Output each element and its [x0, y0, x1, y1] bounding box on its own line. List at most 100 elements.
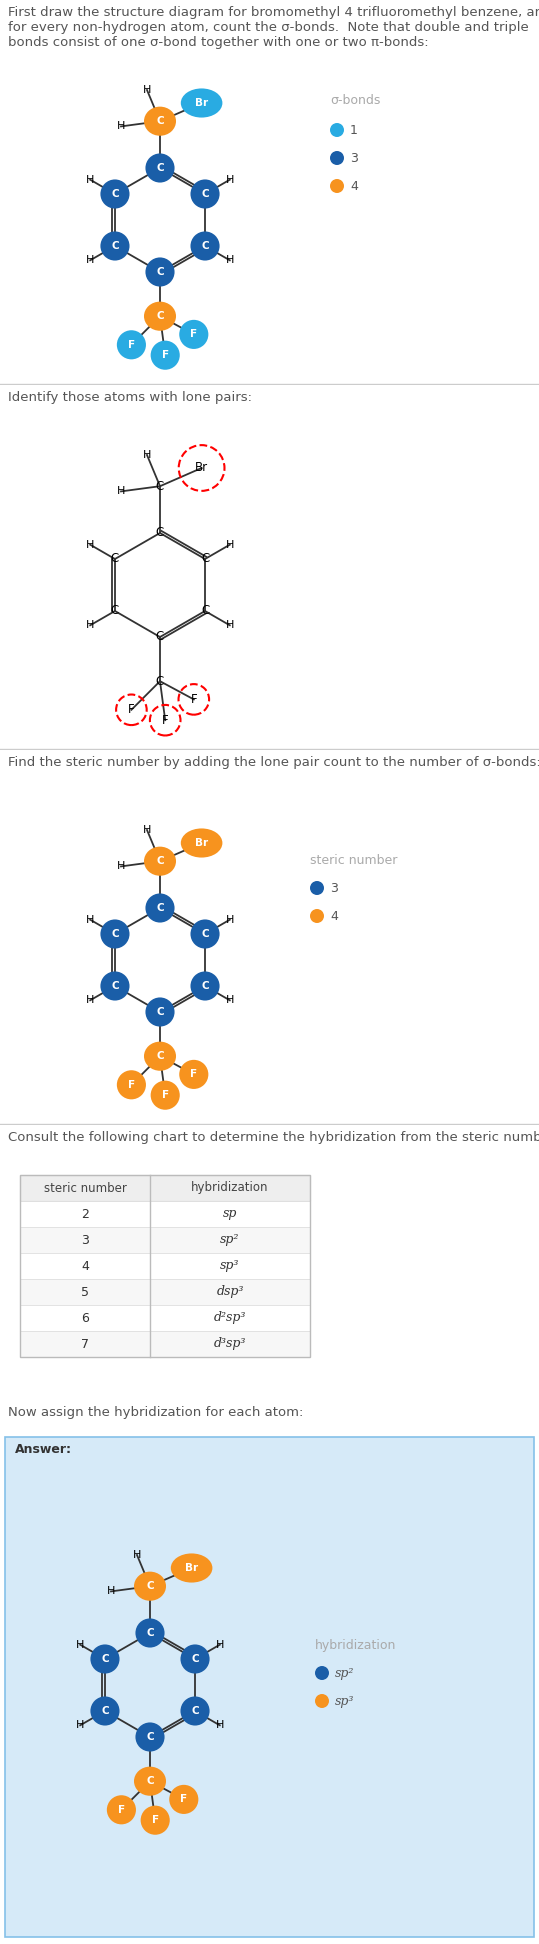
Ellipse shape [141, 1806, 170, 1835]
Ellipse shape [117, 1071, 146, 1100]
Ellipse shape [91, 1645, 120, 1674]
Ellipse shape [134, 1571, 166, 1600]
Text: H: H [107, 1586, 115, 1596]
Text: H: H [86, 620, 94, 630]
Text: C: C [111, 605, 119, 618]
Text: C: C [101, 1654, 109, 1664]
Ellipse shape [190, 920, 219, 949]
Text: 1: 1 [350, 124, 358, 136]
Ellipse shape [144, 301, 176, 330]
Text: C: C [156, 904, 164, 914]
Text: Br: Br [195, 461, 208, 474]
Text: H: H [117, 861, 125, 871]
Text: F: F [118, 1804, 125, 1816]
Ellipse shape [190, 231, 219, 260]
Text: F: F [180, 1794, 188, 1804]
Text: sp³: sp³ [220, 1260, 240, 1273]
Text: C: C [146, 1580, 154, 1592]
Ellipse shape [135, 1619, 164, 1649]
Ellipse shape [171, 1553, 212, 1582]
Ellipse shape [146, 894, 175, 923]
Text: sp: sp [223, 1207, 237, 1221]
Ellipse shape [181, 87, 223, 117]
Circle shape [330, 152, 344, 165]
Text: H: H [143, 449, 151, 461]
Bar [20, 1279, 310, 1304]
Text: H: H [86, 995, 94, 1005]
Text: Answer:: Answer: [15, 1442, 72, 1456]
Ellipse shape [169, 1785, 198, 1814]
Text: Br: Br [195, 97, 208, 109]
Text: H: H [133, 1549, 141, 1559]
Text: C: C [191, 1707, 199, 1717]
Text: H: H [226, 995, 234, 1005]
Text: C: C [111, 982, 119, 991]
Ellipse shape [181, 1697, 210, 1726]
Text: C: C [101, 1707, 109, 1717]
Bar [20, 1304, 310, 1332]
Text: C: C [156, 855, 164, 867]
Text: F: F [162, 1091, 169, 1100]
Text: H: H [226, 916, 234, 925]
Text: sp²: sp² [335, 1666, 354, 1680]
Ellipse shape [150, 1081, 180, 1110]
Text: H: H [226, 175, 234, 185]
Text: steric number: steric number [44, 1182, 127, 1194]
Text: H: H [117, 486, 125, 496]
Ellipse shape [117, 330, 146, 360]
Ellipse shape [146, 997, 175, 1026]
Text: F: F [190, 329, 197, 340]
Text: F: F [128, 1079, 135, 1091]
Text: C: C [156, 630, 164, 643]
Text: C: C [156, 117, 164, 126]
Text: C: C [201, 241, 209, 251]
Text: 5: 5 [81, 1285, 89, 1299]
Text: C: C [156, 266, 164, 276]
Text: C: C [146, 1732, 154, 1742]
Circle shape [330, 179, 344, 192]
Text: σ-bonds: σ-bonds [330, 93, 381, 107]
Text: F: F [162, 713, 169, 727]
Text: C: C [111, 189, 119, 198]
Circle shape [315, 1666, 329, 1680]
Ellipse shape [144, 107, 176, 136]
Ellipse shape [146, 257, 175, 286]
Text: C: C [156, 1007, 164, 1017]
Text: 3: 3 [81, 1234, 89, 1246]
Text: H: H [143, 86, 151, 95]
Ellipse shape [144, 848, 176, 875]
Text: H: H [76, 1720, 85, 1730]
Bar [20, 1174, 310, 1357]
Text: d³sp³: d³sp³ [214, 1337, 246, 1351]
Text: F: F [128, 704, 135, 715]
Circle shape [330, 122, 344, 136]
Text: C: C [156, 311, 164, 321]
Text: 7: 7 [81, 1337, 89, 1351]
Circle shape [310, 881, 324, 894]
Ellipse shape [190, 179, 219, 208]
Text: Consult the following chart to determine the hybridization from the steric numbe: Consult the following chart to determine… [8, 1131, 539, 1143]
Ellipse shape [190, 972, 219, 1001]
Circle shape [315, 1693, 329, 1709]
Text: 4: 4 [330, 910, 338, 923]
Ellipse shape [100, 231, 129, 260]
Ellipse shape [179, 321, 209, 350]
Ellipse shape [107, 1794, 136, 1823]
Text: C: C [156, 480, 164, 492]
Text: Find the steric number by adding the lone pair count to the number of σ-bonds:: Find the steric number by adding the lon… [8, 756, 539, 770]
Text: H: H [216, 1720, 224, 1730]
Text: First draw the structure diagram for bromomethyl 4 trifluoromethyl benzene, and
: First draw the structure diagram for bro… [8, 6, 539, 49]
Ellipse shape [134, 1767, 166, 1796]
Text: C: C [201, 982, 209, 991]
Text: F: F [190, 1069, 197, 1079]
Text: C: C [111, 241, 119, 251]
Text: F: F [151, 1816, 159, 1825]
Text: C: C [156, 1052, 164, 1061]
Text: C: C [156, 675, 164, 688]
Text: F: F [162, 350, 169, 360]
Text: H: H [86, 916, 94, 925]
Text: C: C [156, 163, 164, 173]
Text: H: H [86, 255, 94, 264]
Ellipse shape [144, 1042, 176, 1071]
Ellipse shape [100, 920, 129, 949]
